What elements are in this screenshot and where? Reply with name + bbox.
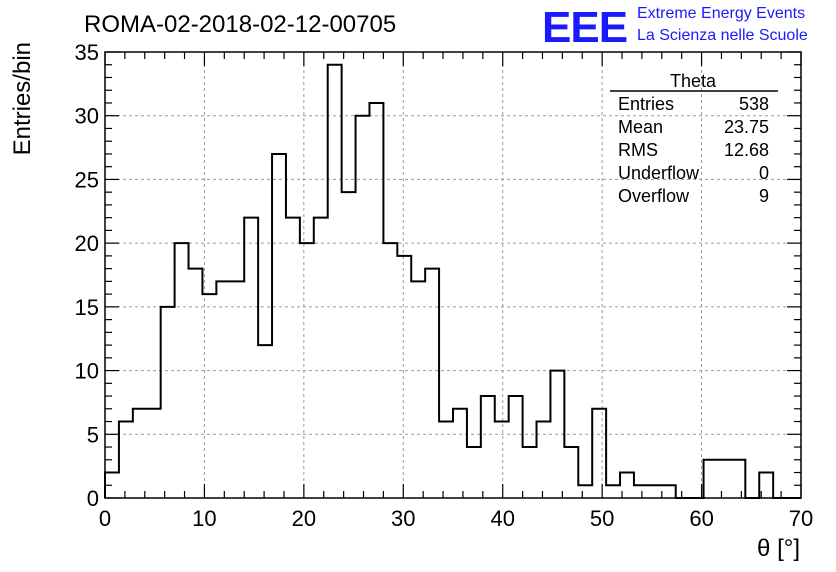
stats-underflow-label: Underflow bbox=[618, 163, 700, 183]
histogram-bin bbox=[300, 243, 314, 498]
histogram-bins bbox=[105, 65, 773, 498]
stats-entries-label: Entries bbox=[618, 94, 674, 114]
x-tick-label: 30 bbox=[391, 506, 415, 531]
histogram-bin bbox=[578, 485, 592, 498]
y-axis-label: Entries/bin bbox=[9, 42, 36, 155]
axis-ticks bbox=[104, 51, 802, 499]
histogram-bin bbox=[216, 281, 230, 498]
stats-box: Theta Entries 538 Mean 23.75 RMS 12.68 U… bbox=[610, 71, 778, 206]
y-tick-label: 20 bbox=[75, 231, 99, 256]
x-tick-label: 40 bbox=[490, 506, 514, 531]
x-tick-label: 50 bbox=[590, 506, 614, 531]
histogram-bin bbox=[592, 409, 606, 498]
stats-overflow-label: Overflow bbox=[618, 186, 690, 206]
histogram-bin bbox=[704, 460, 718, 498]
histogram-bin bbox=[662, 485, 676, 498]
histogram-bin bbox=[467, 447, 481, 498]
x-axis-label: θ [°] bbox=[757, 535, 800, 562]
histogram-bin bbox=[425, 269, 439, 498]
histogram-bin bbox=[189, 269, 203, 498]
logo-letters: EEE bbox=[542, 3, 627, 52]
histogram-bin bbox=[258, 345, 272, 498]
histogram-bin bbox=[244, 218, 258, 498]
histogram-bin bbox=[286, 218, 300, 498]
histogram-bin bbox=[369, 103, 383, 498]
logo-line-2: La Scienza nelle Scuole bbox=[637, 27, 808, 44]
histogram-bin bbox=[648, 485, 662, 498]
histogram-bin bbox=[411, 281, 425, 498]
stats-rms-value: 12.68 bbox=[724, 140, 769, 160]
logo-line-1: Extreme Energy Events bbox=[637, 5, 805, 22]
histogram-outline bbox=[104, 63, 801, 499]
histogram-bin bbox=[564, 447, 578, 498]
histogram-bin bbox=[119, 422, 133, 498]
histogram-bin bbox=[397, 256, 411, 498]
histogram-bin bbox=[537, 422, 551, 498]
histogram-bin bbox=[481, 396, 495, 498]
stats-title: Theta bbox=[670, 71, 717, 91]
histogram-bin bbox=[383, 243, 397, 498]
eee-logo: EEE Extreme Energy Events La Scienza nel… bbox=[542, 3, 808, 52]
stats-mean-value: 23.75 bbox=[724, 117, 769, 137]
y-tick-label: 25 bbox=[75, 167, 99, 192]
histogram-bin bbox=[523, 447, 537, 498]
histogram-bin bbox=[453, 409, 467, 498]
x-tick-label: 70 bbox=[789, 506, 813, 531]
histogram-bin bbox=[147, 409, 161, 498]
histogram-bin bbox=[439, 422, 453, 498]
histogram-bin bbox=[356, 116, 370, 498]
histogram-bin bbox=[509, 396, 523, 498]
histogram-bin bbox=[272, 154, 286, 498]
x-tick-label: 20 bbox=[292, 506, 316, 531]
axis-tick-labels: 0 10 20 30 40 50 60 70 0 5 10 15 20 25 30 35 bbox=[75, 40, 814, 531]
stats-overflow-value: 9 bbox=[759, 186, 769, 206]
grid bbox=[105, 52, 801, 498]
y-tick-label: 15 bbox=[75, 295, 99, 320]
histogram-bin bbox=[314, 218, 328, 498]
stats-entries-value: 538 bbox=[739, 94, 769, 114]
histogram-bin bbox=[495, 422, 509, 498]
histogram-bin bbox=[606, 485, 620, 498]
x-tick-label: 10 bbox=[192, 506, 216, 531]
chart-title: ROMA-02-2018-02-12-00705 bbox=[84, 11, 396, 38]
histogram-bin bbox=[133, 409, 147, 498]
y-tick-label: 5 bbox=[87, 422, 99, 447]
histogram-bin bbox=[342, 192, 356, 498]
histogram-bin bbox=[175, 243, 189, 498]
stats-mean-label: Mean bbox=[618, 117, 663, 137]
histogram-bin bbox=[161, 307, 175, 498]
histogram-bin bbox=[230, 281, 244, 498]
stats-underflow-value: 0 bbox=[759, 163, 769, 183]
y-tick-label: 0 bbox=[87, 486, 99, 511]
histogram-bin bbox=[202, 294, 216, 498]
x-tick-label: 60 bbox=[689, 506, 713, 531]
y-tick-label: 30 bbox=[75, 104, 99, 129]
y-tick-label: 35 bbox=[75, 40, 99, 65]
x-tick-label: 0 bbox=[99, 506, 111, 531]
histogram-bin bbox=[634, 485, 648, 498]
plot-frame bbox=[104, 51, 802, 499]
histogram-bin bbox=[328, 65, 342, 498]
histogram-bin bbox=[717, 460, 731, 498]
stats-rms-label: RMS bbox=[618, 140, 658, 160]
y-tick-label: 10 bbox=[75, 359, 99, 384]
histogram-bin bbox=[550, 371, 564, 498]
histogram-bin bbox=[731, 460, 745, 498]
